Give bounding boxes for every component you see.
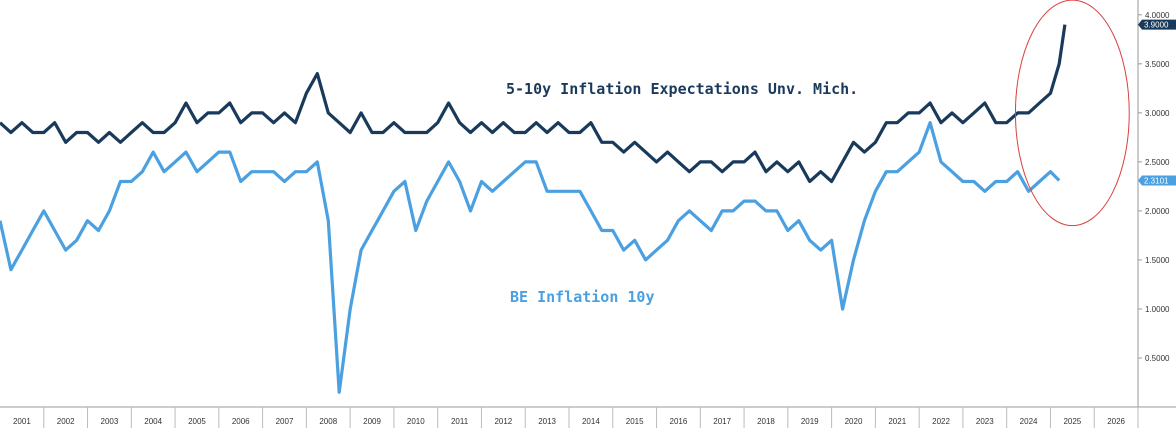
highlight-ellipse [1014,0,1130,227]
y-tick-label: 2.5000 [1145,158,1170,167]
x-tick-label: 2014 [582,417,600,426]
last-value-badge-michigan: 3.9000 [1138,19,1176,30]
y-tick-label: 4.0000 [1145,11,1170,20]
x-tick-label: 2017 [713,417,731,426]
x-tick-label: 2020 [845,417,863,426]
series-line-michigan [0,24,1067,184]
x-tick-label: 2016 [670,417,688,426]
badge-value: 3.9000 [1144,21,1169,30]
x-tick-label: 2003 [101,417,119,426]
x-tick-label: 2025 [1063,417,1081,426]
y-tick-label: 3.0000 [1145,109,1170,118]
x-tick-label: 2008 [319,417,337,426]
y-tick-label: 2.0000 [1145,207,1170,216]
x-tick-label: 2026 [1107,417,1125,426]
series-line-breakeven [0,121,1061,394]
y-tick-label: 0.5000 [1145,354,1170,363]
badge-shape [1138,19,1176,30]
x-tick-label: 2005 [188,417,206,426]
y-tick-label: 3.5000 [1145,60,1170,69]
x-tick-label: 2009 [363,417,381,426]
y-tick-label: 1.0000 [1145,305,1170,314]
x-tick-label: 2015 [626,417,644,426]
x-tick-label: 2021 [888,417,906,426]
series-label-breakeven: BE Inflation 10y [510,288,655,306]
badge-shape [1138,175,1176,186]
x-tick-label: 2007 [276,417,294,426]
x-tick-label: 2011 [451,417,469,426]
x-tick-label: 2002 [57,417,75,426]
x-tick-label: 2019 [801,417,819,426]
x-tick-label: 2010 [407,417,425,426]
badge-value: 2.3101 [1144,177,1169,186]
x-tick-label: 2018 [757,417,775,426]
last-value-badge-breakeven: 2.3101 [1138,175,1176,186]
x-tick-label: 2004 [144,417,162,426]
series-label-michigan: 5-10y Inflation Expectations Unv. Mich. [506,80,858,98]
x-tick-label: 2024 [1020,417,1038,426]
x-tick-label: 2001 [13,417,31,426]
annotation-layer [1014,0,1130,227]
x-tick-label: 2012 [494,417,512,426]
x-tick-label: 2006 [232,417,250,426]
x-tick-label: 2013 [538,417,556,426]
series-layer: 3.9000 2.3101 [0,19,1176,394]
y-tick-label: 1.5000 [1145,256,1170,265]
x-tick-label: 2023 [976,417,994,426]
x-tick-label: 2022 [932,417,950,426]
